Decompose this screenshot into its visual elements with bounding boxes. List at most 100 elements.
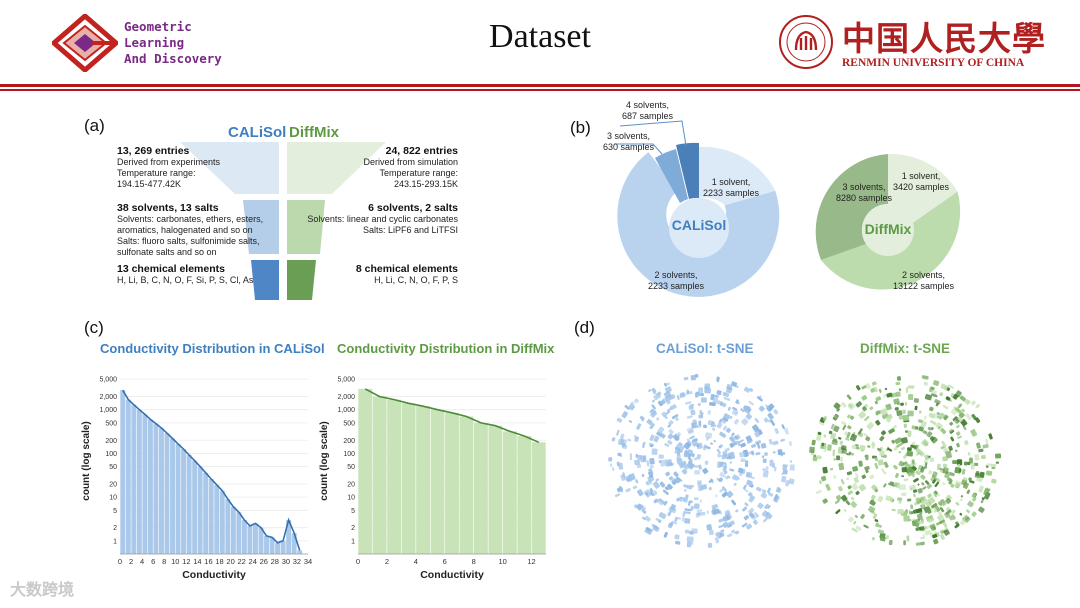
diffmix-tsne-point	[888, 539, 893, 546]
calisol-tsne-point	[757, 502, 764, 509]
calisol-ytick-label: 10	[109, 495, 117, 502]
diffmix-tsne-point	[924, 454, 930, 461]
calisol-tsne-point	[650, 410, 658, 418]
diffmix-tsne-point	[931, 393, 938, 398]
diffmix-xtick-label: 0	[356, 557, 360, 566]
diffmix-tsne-point	[980, 455, 986, 460]
diffmix-solvents-desc-2: Salts: LiPF6 and LiTFSI	[362, 225, 458, 235]
calisol-ytick-label: 200	[105, 438, 117, 445]
calisol-tsne-point	[765, 465, 769, 473]
calisol-tsne-point	[726, 455, 731, 460]
slide-title: Dataset	[489, 18, 591, 55]
diffmix-bar	[473, 422, 488, 554]
calisol-tsne-point	[671, 414, 679, 420]
calisol-xtick-label: 24	[249, 557, 257, 566]
calisol-tsne-point	[718, 517, 725, 523]
diffmix-tsne-point	[885, 495, 893, 502]
calisol-tsne-point	[729, 468, 735, 472]
diffmix-tsne-point	[991, 466, 996, 470]
calisol-tsne-point	[663, 382, 667, 387]
diffmix-tsne-point	[957, 435, 963, 439]
diffmix-tsne-point	[873, 386, 878, 393]
diffmix-xtick-label: 8	[472, 557, 476, 566]
diffmix-slice-2-label: 2 solvents, 13122 samples	[893, 270, 954, 292]
diffmix-tsne-point	[918, 520, 924, 524]
calisol-tsne-point	[663, 390, 672, 399]
diffmix-tsne-point	[935, 422, 943, 430]
calisol-tsne-point	[733, 418, 740, 425]
diffmix-tsne-point	[853, 520, 857, 525]
calisol-tsne-point	[731, 381, 738, 387]
calisol-tsne-point	[722, 391, 730, 398]
diffmix-tsne-point	[922, 486, 927, 490]
diffmix-tsne-point	[846, 394, 852, 400]
calisol-tsne-point	[678, 441, 683, 446]
diffmix-tsne-point	[950, 436, 955, 442]
calisol-tsne-point	[651, 404, 656, 410]
diffmix-tsne-point	[860, 513, 865, 520]
diffmix-donut-chart	[815, 153, 961, 290]
diffmix-ytick-label: 5	[351, 508, 355, 515]
diffmix-tsne-point	[954, 523, 960, 529]
diffmix-tsne-point	[929, 436, 935, 441]
diffmix-tsne-point	[956, 459, 963, 466]
diffmix-tsne-point	[885, 403, 892, 411]
calisol-tsne-point	[739, 451, 746, 458]
calisol-tsne-point	[735, 509, 739, 513]
diffmix-tsne-point	[932, 526, 937, 531]
diffmix-tsne-point	[934, 494, 938, 498]
diffmix-tsne-point	[909, 463, 914, 468]
diffmix-tsne-point	[912, 489, 918, 493]
calisol-slice-3-label-line-1: 3 solvents,	[607, 131, 651, 141]
lab-name: Geometric Learning And Discovery	[124, 19, 222, 67]
diffmix-tsne-point	[816, 434, 822, 441]
diffmix-tsne-point	[912, 493, 916, 498]
calisol-tsne-point	[681, 516, 685, 522]
calisol-bar	[297, 550, 303, 554]
diffmix-tsne-point	[926, 431, 933, 438]
diffmix-tsne-point	[961, 468, 966, 475]
calisol-tsne-point	[699, 499, 702, 503]
diffmix-slice-1-label-line-1: 1 solvent,	[901, 171, 941, 181]
calisol-tsne-point	[733, 482, 737, 487]
calisol-tsne-point	[632, 485, 638, 490]
diffmix-tsne-point	[838, 436, 842, 440]
calisol-tsne-point	[659, 459, 667, 467]
diffmix-tsne-point	[855, 385, 861, 391]
calisol-tsne-point	[702, 444, 708, 451]
diffmix-tsne-point	[832, 449, 836, 457]
calisol-tsne-point	[743, 488, 749, 493]
diffmix-tsne-point	[924, 394, 933, 401]
diffmix-tsne-point	[924, 480, 930, 485]
diffmix-tsne-point	[941, 501, 947, 507]
diffmix-tsne-point	[840, 478, 845, 485]
diffmix-tsne-point	[861, 385, 867, 390]
diffmix-tsne-point	[846, 432, 851, 439]
funnel-chart	[180, 142, 386, 300]
calisol-tsne-point	[748, 507, 755, 514]
diffmix-tsne-point	[823, 434, 827, 438]
diffmix-tsne-point	[884, 387, 888, 391]
diffmix-tsne-point	[967, 500, 974, 508]
header-divider-thin	[0, 89, 1080, 91]
diffmix-tsne-point	[903, 478, 909, 482]
calisol-funnel-level-2	[243, 200, 279, 254]
calisol-tsne-point	[686, 427, 695, 435]
diffmix-tsne-point	[985, 438, 989, 445]
diffmix-ytick-label: 2,000	[337, 394, 355, 401]
diffmix-tsne-point	[913, 477, 919, 483]
diffmix-tsne-point	[970, 428, 978, 437]
diffmix-tsne-point	[939, 412, 946, 419]
calisol-tsne-point	[742, 506, 748, 512]
diffmix-tsne-point	[883, 461, 889, 468]
calisol-tsne-point	[649, 464, 654, 469]
diffmix-entries: 24, 822 entries Derived from simulation …	[290, 146, 458, 190]
calisol-tsne-point	[724, 447, 730, 452]
diffmix-tsne-point	[887, 447, 893, 452]
diffmix-tsne-point	[924, 525, 932, 530]
calisol-tsne-point	[748, 400, 754, 406]
calisol-tsne-point	[690, 421, 698, 429]
diffmix-tsne-point	[966, 509, 971, 514]
diffmix-bar	[358, 388, 373, 554]
diffmix-tsne-point	[879, 535, 886, 542]
